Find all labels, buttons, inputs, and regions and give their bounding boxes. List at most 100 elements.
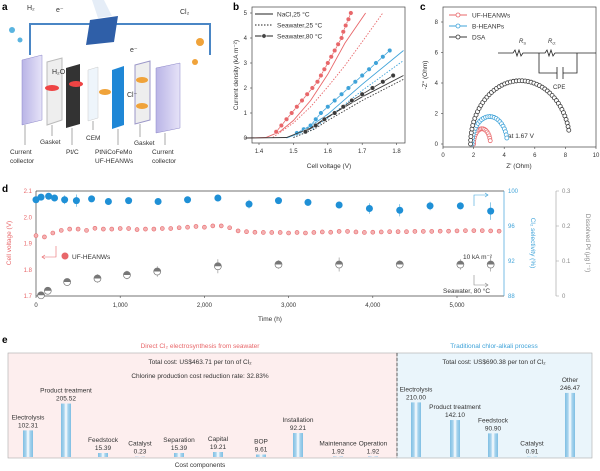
voltage-point <box>42 234 47 240</box>
x-tick-label: 2 <box>472 153 476 159</box>
data-point <box>332 110 338 116</box>
legend-label: Seawater,80 °C <box>277 32 323 40</box>
proton-arrow <box>45 85 59 91</box>
selectivity-point <box>365 205 373 212</box>
pt-point-fill <box>335 261 343 265</box>
cl2-bubble <box>196 38 204 46</box>
cl-ion <box>136 77 148 83</box>
voltage-point <box>328 229 334 235</box>
selectivity-point <box>245 200 253 208</box>
selectivity-point <box>45 192 53 200</box>
pt-point-fill <box>44 287 52 291</box>
data-point <box>345 16 351 22</box>
light-beam <box>92 0 112 18</box>
bar-category-label: Product treatment <box>40 388 92 395</box>
cl2-bubble <box>192 59 198 65</box>
voltage-point <box>488 228 493 234</box>
x-tick-label: 8 <box>564 153 568 159</box>
voltage-point <box>244 229 249 234</box>
data-point <box>332 47 338 54</box>
electron-label: e⁻ <box>130 47 138 54</box>
current-collector-right <box>155 62 181 134</box>
cost-bar <box>450 420 460 457</box>
y-tick-label: 5 <box>244 11 248 17</box>
current-collector-left-label: Current <box>10 149 32 156</box>
x-tick-label: 5,000 <box>449 303 465 309</box>
chloride-label: Cl⁻ <box>127 92 138 99</box>
h2-bubble <box>9 27 15 33</box>
voltage-point <box>168 226 174 231</box>
selectivity-point <box>335 201 343 209</box>
voltage-point <box>227 225 232 231</box>
bar-value-label: 210.00 <box>406 394 426 401</box>
x-tick-label: 4,000 <box>365 303 381 309</box>
series-marker <box>61 252 69 260</box>
y-tick-label: 3 <box>244 61 248 67</box>
traditional-total: Total cost: US$690.38 per ton of Cl₂ <box>442 359 546 366</box>
data-point <box>321 66 327 72</box>
data-point <box>339 35 345 41</box>
series-line <box>245 75 404 139</box>
y2-tick-label: 100 <box>508 189 519 195</box>
polarization-chart: Cell voltage (V) Current density (kA m⁻²… <box>233 6 406 170</box>
bar-value-label: 15.39 <box>95 445 112 452</box>
data-point <box>504 135 510 141</box>
bar-value-label: 9.61 <box>255 447 268 454</box>
bar-category-label: Maintenance <box>319 441 357 448</box>
x-tick-label: 6 <box>533 153 537 159</box>
cl2-label: Cl₂ <box>180 9 190 16</box>
nyquist-chart: Z' (Ohm) -Z'' (Ohm) at 1.67 V RS Rct CPE… <box>422 6 600 170</box>
stability-chart: Time (h) Cell voltage (V) Cl₂ selectivit… <box>6 189 591 323</box>
bar-category-label: Other <box>562 377 579 384</box>
data-point <box>487 138 493 144</box>
y2-tick-label: 92 <box>508 259 515 265</box>
y3-tick-label: 0 <box>562 294 566 300</box>
legend-label: Seawater,25 °C <box>277 21 323 29</box>
legend-marker <box>455 12 461 18</box>
equivalent-circuit <box>498 48 596 79</box>
voltage-point <box>126 226 131 231</box>
voltage-point <box>471 228 477 233</box>
current-collector-left <box>21 54 43 126</box>
y-tick-label: 2.0 <box>24 215 33 221</box>
legend-label: NaCl,25 °C <box>277 10 310 18</box>
voltage-point <box>437 228 443 234</box>
bar-category-label: Catalyst <box>128 441 152 448</box>
y-axis-label-selectivity: Cl₂ selectivity (%) <box>529 218 536 269</box>
selectivity-point <box>104 198 112 205</box>
rct-label: Rct <box>548 39 556 46</box>
x-tick-label: 10 <box>593 153 600 159</box>
voltage-point <box>33 233 39 238</box>
y-tick-label: 0 <box>244 136 248 142</box>
selectivity-point <box>396 206 404 214</box>
pt-point-fill <box>396 261 404 265</box>
cl-ion <box>136 103 148 109</box>
y-tick-label: 4 <box>435 81 439 87</box>
selectivity-point <box>61 196 69 204</box>
cost-bar <box>61 403 71 457</box>
y-tick-label: 2 <box>244 86 248 92</box>
ptc-layer <box>66 64 80 128</box>
voltage-point <box>117 226 123 231</box>
rs-subscript: S <box>523 41 526 46</box>
bar-value-label: 15.39 <box>171 445 188 452</box>
y2-tick-label: 96 <box>508 224 515 230</box>
data-point <box>318 110 324 116</box>
pt-point-fill <box>487 261 495 265</box>
plot-frame <box>442 6 597 148</box>
data-point <box>373 60 379 66</box>
bar-value-label: 0.91 <box>526 449 539 456</box>
legend-label: DSA <box>472 34 486 41</box>
arrow-right-icon <box>473 192 489 206</box>
legend-label: UF-HEANWs <box>472 12 511 19</box>
data-point <box>380 79 386 85</box>
pt-point-fill <box>153 268 161 272</box>
legend-marker <box>455 34 461 40</box>
cost-bar <box>488 433 498 457</box>
wire <box>29 23 211 55</box>
pt-point-fill <box>274 261 282 265</box>
data-point <box>321 116 327 122</box>
voltage-point <box>252 229 258 235</box>
bar-value-label: 19.21 <box>210 444 227 451</box>
y-tick-label: 2 <box>435 112 439 118</box>
